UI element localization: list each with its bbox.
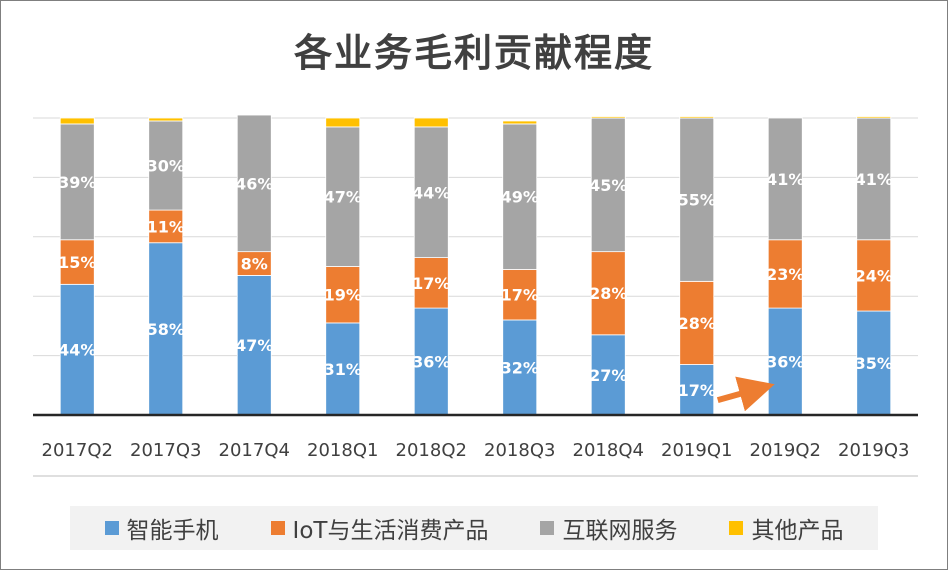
- bar-segment-2018Q1-s3: [325, 117, 361, 128]
- legend-label-0: 智能手机: [126, 518, 219, 544]
- data-label-2018Q1-s0: 31%: [324, 360, 362, 379]
- data-label-2019Q1-s1: 28%: [678, 314, 716, 333]
- bar-segment-2017Q3-s1: [148, 209, 184, 244]
- bar-segment-2019Q1-s3: [679, 116, 715, 119]
- data-label-2019Q3-s2: 41%: [855, 170, 893, 189]
- x-tick-label-2018Q2: 2018Q2: [396, 440, 467, 461]
- legend-swatch-3: [729, 521, 744, 535]
- bar-segment-2018Q3-s3: [502, 120, 538, 125]
- x-tick-label-2018Q3: 2018Q3: [484, 440, 555, 461]
- data-label-2019Q3-s1: 24%: [855, 266, 893, 285]
- legend-label-3: 其他产品: [751, 518, 844, 544]
- bar-segment-2018Q1-s2: [325, 126, 361, 267]
- bar-segment-2019Q2-s1: [767, 239, 803, 309]
- bar-segment-2019Q3-s0: [856, 310, 892, 416]
- bar-segment-2017Q2-s3: [59, 117, 95, 125]
- bar-segment-2017Q3-s3: [148, 117, 184, 122]
- data-label-2017Q3-s0: 58%: [147, 320, 185, 339]
- x-tick-label-2019Q3: 2019Q3: [838, 440, 909, 461]
- x-tick-label-2018Q4: 2018Q4: [573, 440, 644, 461]
- bar-segment-2019Q1-s1: [679, 280, 715, 365]
- bar-segment-2019Q3-s1: [856, 239, 892, 312]
- legend: 智能手机 IoT与生活消费产品 互联网服务 其他产品: [70, 506, 878, 550]
- bar-segment-2018Q2-s0: [413, 307, 449, 416]
- data-label-2019Q1-s2: 55%: [678, 191, 716, 210]
- legend-swatch-1: [270, 521, 285, 535]
- data-label-2017Q3-s2: 30%: [147, 157, 185, 176]
- annotation-arrow-0: [716, 376, 775, 412]
- bar-segment-2019Q1-s2: [679, 117, 715, 282]
- data-label-2019Q2-s0: 36%: [766, 353, 804, 372]
- bar-segment-2019Q3-s2: [856, 117, 892, 241]
- bar-stacks: [59, 114, 892, 416]
- x-tick-label-2018Q1: 2018Q1: [307, 440, 378, 461]
- bar-segment-2017Q2-s2: [59, 123, 95, 241]
- bar-segment-2017Q3-s0: [148, 242, 184, 416]
- bar-segment-2018Q2-s1: [413, 257, 449, 309]
- legend-item-1: IoT与生活消费产品: [270, 511, 489, 545]
- data-label-2018Q4-s1: 28%: [589, 284, 627, 303]
- data-label-2018Q3-s2: 49%: [501, 188, 539, 207]
- data-label-2019Q2-s1: 23%: [766, 265, 804, 284]
- bar-segment-2019Q2-s2: [767, 117, 803, 241]
- data-label-2018Q2-s2: 44%: [412, 183, 450, 202]
- data-label-2017Q4-s1: 8%: [241, 255, 268, 274]
- data-label-2018Q3-s1: 17%: [501, 286, 539, 305]
- bar-segment-2019Q1-s0: [679, 364, 715, 416]
- x-axis: 2017Q2 2017Q3 2017Q4 2018Q1 2018Q2 2018Q3 2018…: [33, 413, 918, 477]
- x-tick-label-2017Q4: 2017Q4: [219, 440, 290, 461]
- data-label-2018Q3-s0: 32%: [501, 358, 539, 377]
- x-tick-label-2017Q2: 2017Q2: [42, 440, 113, 461]
- data-label-2019Q3-s0: 35%: [855, 354, 893, 373]
- chart-title: 各业务毛利贡献程度: [293, 31, 654, 75]
- legend-label-1: IoT与生活消费产品: [292, 518, 489, 544]
- chart-plot: 44% 15% 39% 58% 11% 30% 47% 8% 46% 31% 19% 47% 36% 17…: [33, 114, 918, 477]
- x-tick-label-2017Q3: 2017Q3: [130, 440, 201, 461]
- bar-segment-2017Q4-s2: [236, 114, 272, 253]
- bar-segment-2018Q4-s3: [590, 116, 626, 119]
- data-label-2017Q4-s0: 47%: [235, 336, 273, 355]
- data-labels: 44% 15% 39% 58% 11% 30% 47% 8% 46% 31% 19% 47% 36% 17…: [58, 157, 893, 400]
- data-label-2018Q2-s0: 36%: [412, 353, 450, 372]
- legend-item-2: 互联网服务: [540, 511, 677, 545]
- bar-segment-2017Q3-s2: [148, 120, 184, 211]
- data-label-2018Q1-s2: 47%: [324, 188, 362, 207]
- data-label-2018Q2-s1: 17%: [412, 274, 450, 293]
- bar-segment-2018Q1-s1: [325, 266, 361, 324]
- bar-segment-2018Q2-s3: [413, 117, 449, 128]
- data-label-2017Q2-s1: 15%: [58, 253, 96, 272]
- data-label-2019Q2-s2: 41%: [766, 170, 804, 189]
- data-label-2018Q4-s0: 27%: [589, 366, 627, 385]
- data-label-2018Q1-s1: 19%: [324, 286, 362, 305]
- data-label-2017Q3-s1: 11%: [147, 217, 185, 236]
- bar-segment-2018Q4-s1: [590, 251, 626, 336]
- legend-swatch-2: [540, 521, 555, 535]
- data-label-2018Q4-s2: 45%: [589, 176, 627, 195]
- data-label-2017Q2-s0: 44%: [58, 341, 96, 360]
- bar-segment-2018Q1-s0: [325, 322, 361, 416]
- annotations: [716, 376, 775, 412]
- bar-segment-2018Q3-s2: [502, 123, 538, 270]
- bar-segment-2019Q3-s3: [856, 116, 892, 119]
- legend-item-3: 其他产品: [729, 511, 843, 545]
- legend-swatch-0: [104, 521, 119, 535]
- data-label-2017Q2-s2: 39%: [58, 173, 96, 192]
- x-tick-label-2019Q2: 2019Q2: [750, 440, 821, 461]
- legend-label-2: 互联网服务: [562, 518, 678, 544]
- legend-item-0: 智能手机: [104, 511, 219, 545]
- data-label-2017Q4-s2: 46%: [235, 174, 273, 193]
- data-label-2019Q1-s0: 17%: [678, 381, 716, 400]
- bar-segment-2018Q2-s2: [413, 126, 449, 258]
- x-tick-label-2019Q1: 2019Q1: [661, 440, 732, 461]
